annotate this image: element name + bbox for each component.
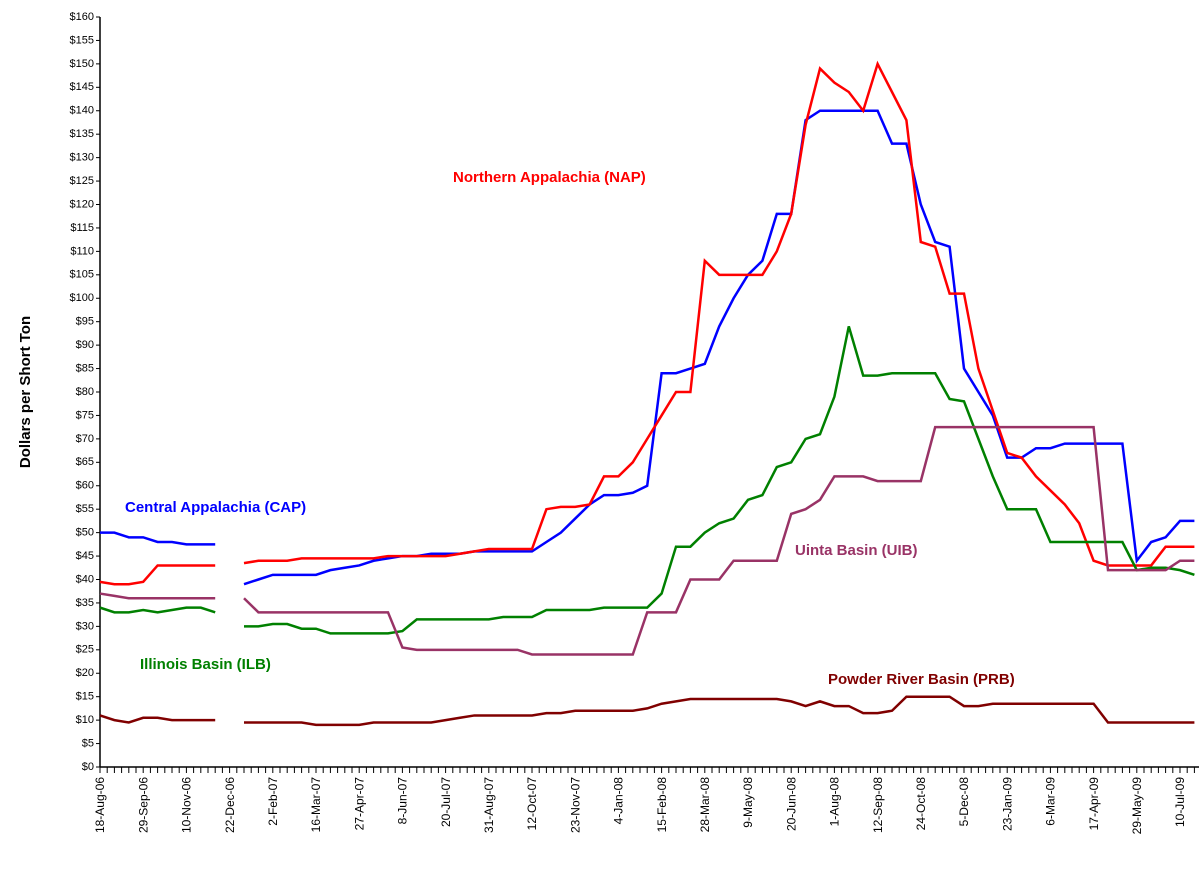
series-line	[99, 695, 1195, 727]
x-tick-label: 17-Apr-09	[1087, 777, 1101, 831]
y-tick-label: $0	[82, 761, 94, 773]
x-tick-label: 8-Jun-07	[396, 777, 410, 825]
x-tick-label: 22-Dec-06	[223, 777, 237, 833]
y-tick-label: $115	[70, 222, 94, 234]
y-tick-label: $95	[76, 316, 94, 328]
x-tick-label: 1-Aug-08	[828, 777, 842, 827]
y-tick-label: $155	[70, 34, 94, 46]
y-tick-label: $135	[70, 128, 94, 140]
series-label: Powder River Basin (PRB)	[828, 671, 1015, 688]
series-line	[99, 326, 1195, 635]
x-tick-label: 2-Feb-07	[266, 777, 280, 826]
x-tick-label: 10-Jul-09	[1173, 777, 1187, 827]
y-tick-label: $10	[76, 714, 94, 726]
y-tick-label: $55	[76, 503, 94, 515]
y-tick-label: $120	[70, 198, 94, 210]
x-tick-label: 29-May-09	[1130, 777, 1144, 835]
x-tick-label: 16-Mar-07	[309, 777, 323, 833]
y-tick-label: $100	[70, 292, 94, 304]
x-tick-label: 31-Aug-07	[482, 777, 496, 833]
x-tick-label: 18-Aug-06	[93, 777, 107, 833]
y-tick-label: $140	[70, 105, 94, 117]
y-tick-label: $110	[70, 245, 94, 257]
x-tick-label: 29-Sep-06	[136, 777, 150, 833]
y-tick-label: $125	[70, 175, 94, 187]
x-tick-label: 15-Feb-08	[655, 777, 669, 833]
y-tick-label: $85	[76, 362, 94, 374]
x-tick-label: 20-Jun-08	[784, 777, 798, 831]
y-axis-label: Dollars per Short Ton	[17, 316, 34, 468]
x-tick-label: 28-Mar-08	[698, 777, 712, 833]
x-tick-label: 23-Nov-07	[568, 777, 582, 833]
x-tick-label: 6-Mar-09	[1044, 777, 1058, 826]
y-tick-label: $35	[76, 597, 94, 609]
y-tick-label: $20	[76, 667, 94, 679]
series-label: Illinois Basin (ILB)	[140, 656, 271, 673]
series-line	[99, 60, 1195, 586]
series-line	[99, 425, 1195, 656]
y-tick-label: $25	[76, 644, 94, 656]
y-tick-label: $45	[76, 550, 94, 562]
series-label: Central Appalachia (CAP)	[125, 499, 306, 516]
y-tick-label: $5	[82, 737, 94, 749]
y-tick-label: $40	[76, 573, 94, 585]
y-tick-label: $60	[76, 480, 94, 492]
y-tick-label: $15	[76, 691, 94, 703]
x-tick-label: 24-Oct-08	[914, 777, 928, 831]
y-tick-label: $70	[76, 433, 94, 445]
y-tick-label: $50	[76, 527, 94, 539]
y-tick-label: $65	[76, 456, 94, 468]
y-tick-label: $75	[76, 409, 94, 421]
y-tick-label: $160	[70, 11, 94, 23]
y-tick-label: $90	[76, 339, 94, 351]
x-tick-label: 27-Apr-07	[352, 777, 366, 831]
y-tick-label: $105	[70, 269, 94, 281]
x-tick-label: 20-Jul-07	[439, 777, 453, 827]
x-tick-label: 4-Jan-08	[612, 777, 626, 825]
x-tick-label: 5-Dec-08	[957, 777, 971, 827]
x-tick-label: 10-Nov-06	[180, 777, 194, 833]
series-label: Uinta Basin (UIB)	[795, 542, 918, 559]
x-tick-label: 9-May-08	[741, 777, 755, 828]
x-tick-label: 12-Oct-07	[525, 777, 539, 831]
y-tick-label: $30	[76, 620, 94, 632]
y-tick-label: $150	[70, 58, 94, 70]
x-tick-label: 23-Jan-09	[1000, 777, 1014, 831]
x-tick-label: 12-Sep-08	[871, 777, 885, 833]
y-tick-label: $130	[70, 152, 94, 164]
series-label: Northern Appalachia (NAP)	[453, 169, 646, 186]
y-tick-label: $80	[76, 386, 94, 398]
y-tick-label: $145	[70, 81, 94, 93]
